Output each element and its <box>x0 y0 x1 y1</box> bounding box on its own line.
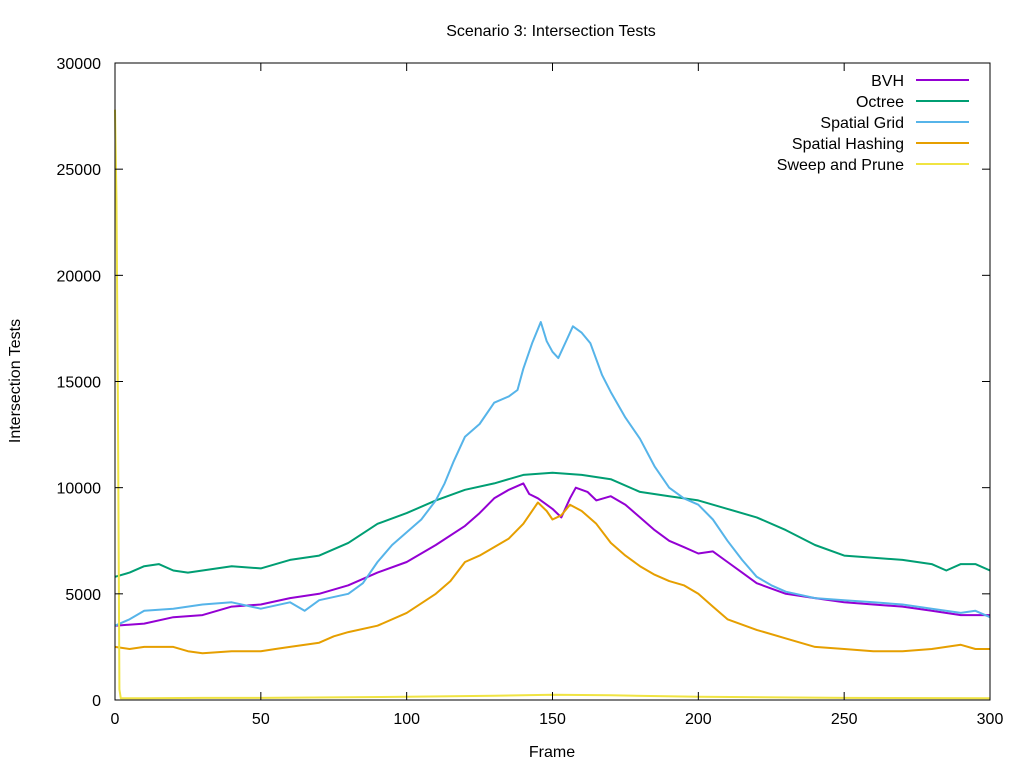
x-tick-label: 100 <box>393 711 420 728</box>
x-tick-label: 300 <box>977 711 1004 728</box>
x-tick-label: 50 <box>252 711 270 728</box>
legend: BVH Octree Spatial Grid Spatial Hashing Swee… <box>777 73 969 174</box>
y-tick-label: 15000 <box>57 375 102 392</box>
y-axis-label: Intersection Tests <box>7 319 24 443</box>
x-tick-label: 200 <box>685 711 712 728</box>
chart-title: Scenario 3: Intersection Tests <box>446 23 656 40</box>
axis-ticks: 0 50 100 150 200 250 300 0 5000 10000 15000 20000 25… <box>57 56 1004 728</box>
x-tick-label: 250 <box>831 711 858 728</box>
legend-label-sweep-and-prune: Sweep and Prune <box>777 157 904 174</box>
legend-label-bvh: BVH <box>871 73 904 90</box>
legend-label-spatial-hashing: Spatial Hashing <box>792 136 904 153</box>
y-tick-label: 0 <box>92 693 101 710</box>
y-tick-label: 30000 <box>57 56 102 73</box>
series-line-spatial-hashing <box>114 501 990 655</box>
legend-label-spatial-grid: Spatial Grid <box>820 115 904 132</box>
x-axis-label: Frame <box>529 744 575 761</box>
y-tick-label: 10000 <box>57 481 102 498</box>
series-line-spatial-grid <box>114 321 991 627</box>
y-tick-label: 5000 <box>65 587 101 604</box>
series-line-octree <box>114 471 991 578</box>
plot-area <box>114 109 991 700</box>
series-line-bvh <box>114 482 990 627</box>
legend-label-octree: Octree <box>856 94 904 111</box>
x-tick-label: 0 <box>111 711 120 728</box>
y-tick-label: 25000 <box>57 162 102 179</box>
y-tick-label: 20000 <box>57 268 102 285</box>
x-tick-label: 150 <box>539 711 566 728</box>
